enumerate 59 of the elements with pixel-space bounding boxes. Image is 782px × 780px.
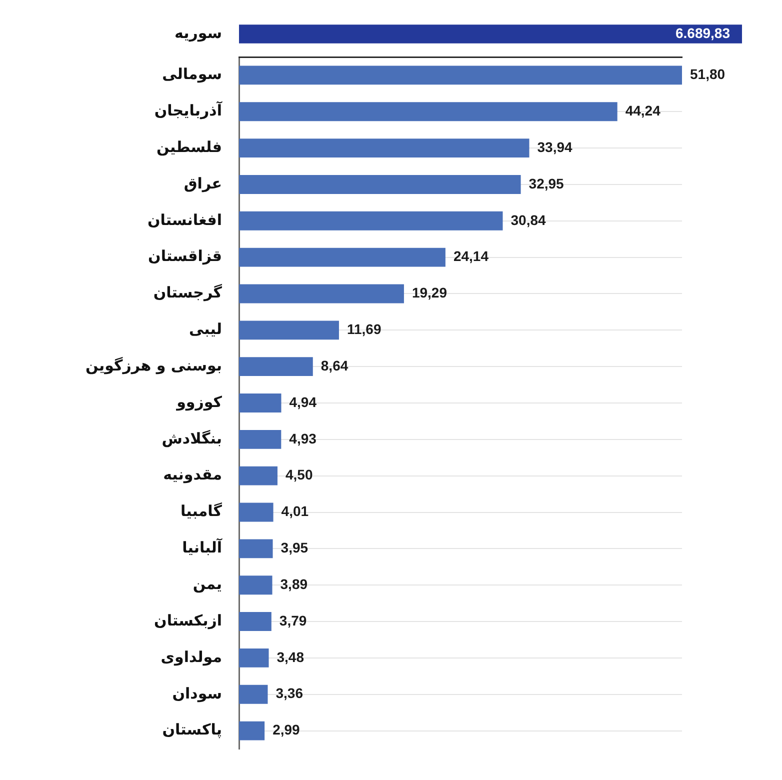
bar [239,320,339,340]
bar [239,612,272,631]
bar [239,648,269,668]
bar [239,175,521,194]
bar [239,430,282,449]
y-tick-label: افغانستان [147,210,222,229]
data-label: 32,95 [528,175,564,192]
y-tick-label: گامبیا [180,502,222,520]
y-tick-label: آلبانیا [182,538,223,557]
y-tick-label: پاکستان [162,720,222,739]
y-tick-label: قزاقستان [148,247,222,266]
data-label: 11,69 [346,321,382,338]
bar [239,66,682,85]
data-label: 4,94 [289,394,317,410]
y-tick-label: سودان [172,684,222,702]
bar [239,394,282,412]
data-label: 30,84 [510,212,546,228]
data-label: 3,36 [276,685,304,702]
y-tick-label: بنگلادش [162,429,222,448]
data-label: 33,94 [537,138,573,155]
y-tick-label: کوزوو [176,392,222,411]
bar [239,684,268,704]
y-tick-label: سوریه [174,24,222,42]
y-tick-label: بوسنی و هرزگوین [86,356,222,374]
data-label: 51,80 [690,66,726,82]
bar [239,284,404,304]
bar [239,466,278,486]
bar [239,138,530,158]
data-label: 3,89 [280,576,308,592]
y-tick-label: آذربایجان [154,100,223,120]
bar [239,248,446,267]
data-label: 6.689,83 [676,24,730,41]
data-label: 4,93 [289,430,317,446]
bar [239,211,503,230]
data-label: 8,64 [320,357,348,374]
bar [239,539,273,558]
bar [239,357,313,376]
data-label: 3,95 [280,540,308,556]
y-tick-label: عراق [184,174,222,192]
y-tick-label: فلسطین [156,138,222,156]
data-label: 2,99 [272,722,300,738]
data-label: 19,29 [412,284,448,301]
bar [239,102,618,122]
data-label: 4,01 [281,503,309,520]
bar [239,502,274,522]
data-label: 3,48 [276,648,304,665]
bar [239,721,265,740]
data-label: 4,50 [285,466,313,483]
y-tick-label: مقدونیه [163,466,222,484]
data-label: 44,24 [625,102,661,118]
data-label: 3,79 [279,612,307,628]
y-tick-label: سومالی [162,65,222,84]
data-label: 24,14 [453,248,489,264]
y-tick-label: مولداوی [160,648,222,666]
bar [239,576,272,595]
y-tick-label: لیبی [188,320,222,338]
y-tick-label: یمن [192,574,222,593]
y-tick-label: گرجستان [153,284,222,302]
y-tick-label: ازبکستان [154,611,222,630]
